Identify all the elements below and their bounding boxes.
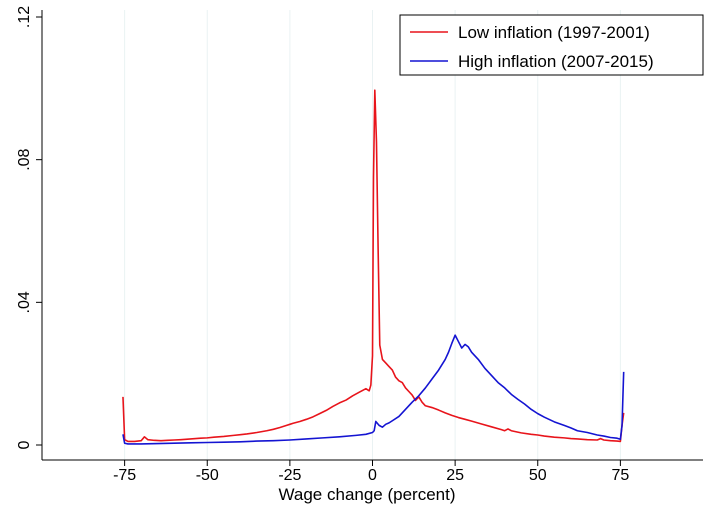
y-tick-labels: 0 .04 .08 .12 xyxy=(16,6,33,450)
legend-label-low-inflation: Low inflation (1997-2001) xyxy=(458,23,650,42)
series-line-0 xyxy=(122,89,625,443)
y-tick-label-3: .12 xyxy=(16,6,33,28)
x-tick-label-3: 0 xyxy=(368,467,377,484)
x-tick-label-0: -75 xyxy=(113,467,136,484)
x-tick-label-2: -25 xyxy=(278,467,301,484)
legend-label-high-inflation: High inflation (2007-2015) xyxy=(458,52,654,71)
x-tick-label-5: 50 xyxy=(529,467,547,484)
x-tick-label-1: -50 xyxy=(196,467,219,484)
x-axis-title: Wage change (percent) xyxy=(278,485,455,504)
gridlines xyxy=(124,10,621,460)
x-tick-label-6: 75 xyxy=(611,467,629,484)
series-lines xyxy=(122,89,625,445)
series-line-1 xyxy=(122,334,625,445)
legend-box xyxy=(399,14,704,76)
x-tick-label-4: 25 xyxy=(446,467,464,484)
axes xyxy=(36,10,703,466)
legend: Low inflation (1997-2001) High inflation… xyxy=(399,14,704,76)
y-tick-label-0: 0 xyxy=(16,440,33,449)
x-tick-labels: -75 -50 -25 0 25 50 75 xyxy=(113,467,629,484)
y-tick-label-2: .08 xyxy=(16,148,33,170)
y-tick-label-1: .04 xyxy=(16,291,33,313)
